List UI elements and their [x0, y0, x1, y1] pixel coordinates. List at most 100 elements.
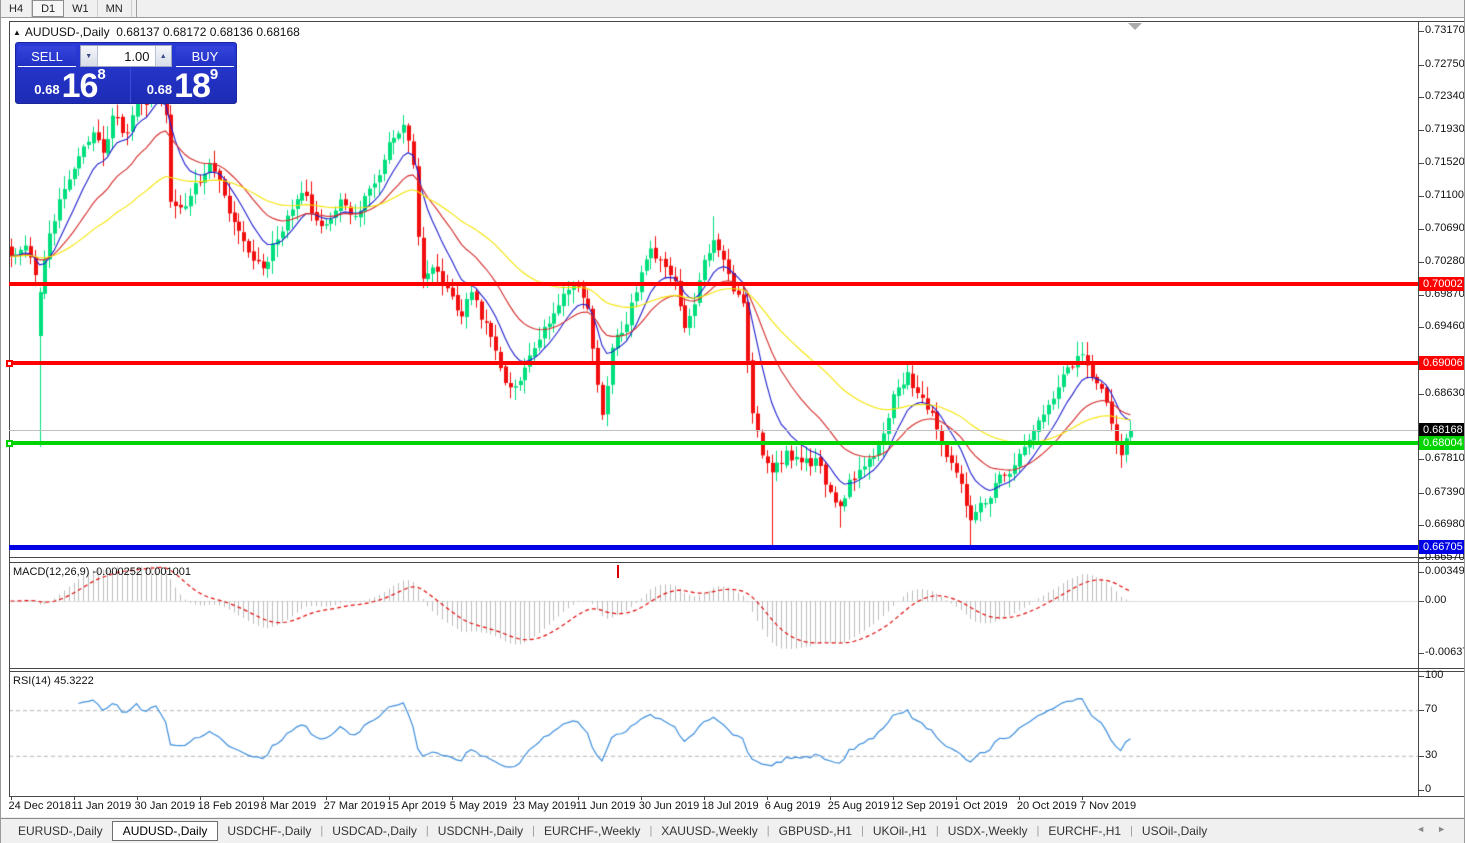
- hline-handle[interactable]: [6, 360, 13, 367]
- tab-eurusd-daily[interactable]: EURUSD-,Daily: [18, 824, 103, 838]
- tab-separator: |: [860, 825, 864, 837]
- timeframe-button-mn[interactable]: MN: [98, 0, 132, 17]
- hline-handle-dot: [8, 442, 11, 445]
- date-axis-tick: [892, 797, 894, 800]
- price-axis-label: 0.70690: [1425, 222, 1465, 235]
- price-axis-tick: [1419, 130, 1424, 131]
- tab-scroll-left-icon[interactable]: ◄: [1416, 824, 1438, 834]
- timeframe-toolbar: H4 D1 W1 MN: [1, 0, 1464, 18]
- axis-border: [9, 796, 1464, 797]
- tab-audusd-daily[interactable]: AUDUSD-,Daily: [111, 821, 219, 841]
- timeframe-buttons: H4 D1 W1 MN: [1, 0, 132, 17]
- price-chip-0-69006: 0.69006: [1419, 356, 1464, 371]
- sell-price-display[interactable]: 0.68 16 8: [18, 67, 122, 105]
- price-axis-tick: [1419, 196, 1424, 198]
- price-axis-label: 0.69460: [1425, 320, 1465, 333]
- pane-separator: [9, 668, 1464, 669]
- chart-tabs: EURUSD-,Daily AUDUSD-,Daily USDCHF-,Daily |…: [9, 821, 1216, 841]
- price-chip-0-68168: 0.68168: [1419, 423, 1464, 438]
- tab-usdcad-daily[interactable]: USDCAD-,Daily: [332, 824, 417, 838]
- macd-object-marker: [617, 565, 619, 578]
- macd-indicator-title: MACD(12,26,9) -0.000252 0.001001: [13, 566, 191, 578]
- macd-axis-label: 0.00349: [1425, 565, 1465, 578]
- sell-button[interactable]: SELL: [18, 46, 76, 67]
- date-axis-label: 23 May 2019: [512, 800, 577, 812]
- rsi-canvas[interactable]: [9, 673, 1418, 796]
- price-chart-canvas[interactable]: [9, 22, 1418, 557]
- price-axis-label: 0.72340: [1425, 90, 1465, 103]
- toolbar-separator: [135, 0, 137, 17]
- date-axis-label: 6 Aug 2019: [764, 800, 821, 812]
- macd-axis-tick: [1419, 572, 1424, 574]
- timeframe-button-w1[interactable]: W1: [64, 0, 98, 17]
- tab-scroll-right-icon[interactable]: ►: [1437, 824, 1458, 834]
- date-axis-label: 20 Oct 2019: [1016, 800, 1077, 812]
- tab-xauusd-weekly[interactable]: XAUUSD-,Weekly: [661, 824, 758, 838]
- buy-button[interactable]: BUY: [176, 46, 234, 67]
- hline-0-69006[interactable]: [9, 361, 1418, 365]
- date-axis-tick: [577, 797, 579, 800]
- buy-price-display[interactable]: 0.68 18 9: [130, 67, 234, 105]
- date-axis-label: 30 Jan 2019: [134, 800, 196, 812]
- volume-control: ▼ ▲: [80, 45, 172, 67]
- plot-right-border: [1418, 21, 1419, 797]
- timeframe-button-h4[interactable]: H4: [1, 0, 33, 17]
- macd-canvas[interactable]: [9, 564, 1418, 668]
- macd-axis-tick: [1419, 653, 1424, 655]
- date-axis-label: 30 Jun 2019: [638, 800, 700, 812]
- date-axis-tick: [451, 797, 453, 800]
- hline-0-70002[interactable]: [9, 282, 1418, 286]
- price-axis-label: 0.72750: [1425, 57, 1465, 70]
- rsi-axis-label: 0: [1425, 783, 1432, 795]
- timeframe-button-d1[interactable]: D1: [32, 0, 65, 17]
- pane-separator: [9, 557, 1464, 558]
- date-axis-label: 8 Mar 2019: [260, 800, 317, 812]
- tab-separator: |: [425, 825, 429, 837]
- tab-eurchf-weekly[interactable]: EURCHF-,Weekly: [543, 824, 641, 838]
- tab-separator: |: [935, 825, 939, 837]
- tab-usdchf-daily[interactable]: USDCHF-,Daily: [227, 824, 312, 838]
- buy-price-big: 18: [174, 67, 211, 105]
- price-axis-tick: [1419, 294, 1424, 296]
- date-axis-label: 24 Dec 2018: [8, 800, 71, 812]
- hline-0-68004[interactable]: [9, 441, 1418, 445]
- tab-separator: |: [649, 825, 653, 837]
- price-axis-tick: [1419, 327, 1424, 329]
- price-axis-tick: [1419, 558, 1424, 559]
- hline-0-66705[interactable]: [9, 545, 1418, 550]
- tab-eurchf-h1[interactable]: EURCHF-,H1: [1048, 824, 1122, 838]
- tab-separator: |: [1130, 825, 1133, 837]
- volume-decrease-button[interactable]: ▼: [81, 46, 98, 66]
- tab-usoil-daily[interactable]: USOil-,Daily: [1141, 824, 1208, 838]
- tab-usdcnh-daily[interactable]: USDCNH-,Daily: [437, 824, 524, 838]
- date-axis-label: 18 Jul 2019: [701, 800, 759, 812]
- symbol-name: AUDUSD-,Daily: [24, 25, 110, 39]
- symbol-marker-icon: ▲: [13, 28, 21, 37]
- date-axis-tick: [136, 797, 138, 800]
- tab-gbpusd-h1[interactable]: GBPUSD-,H1: [778, 824, 852, 838]
- sell-price-big: 16: [61, 67, 99, 105]
- date-axis-label: 12 Sep 2019: [890, 800, 954, 812]
- date-axis-label: 18 Feb 2019: [197, 800, 260, 812]
- volume-input[interactable]: [97, 46, 155, 66]
- ohlc-values: 0.68137 0.68172 0.68136 0.68168: [116, 25, 300, 39]
- rsi-axis-tick: [1419, 710, 1424, 712]
- hline-handle-dot: [8, 362, 11, 365]
- rsi-axis-tick: [1419, 676, 1424, 677]
- price-axis-label: 0.71520: [1425, 155, 1465, 168]
- sell-price-small: 0.68: [34, 82, 60, 97]
- tab-separator: |: [320, 825, 324, 837]
- volume-increase-button[interactable]: ▲: [154, 46, 171, 66]
- rsi-axis-label: 30: [1425, 748, 1438, 761]
- tab-ukoil-h1[interactable]: UKOil-,H1: [872, 824, 927, 838]
- tab-usdx-weekly[interactable]: USDX-,Weekly: [947, 824, 1028, 838]
- chart-window[interactable]: ▲ AUDUSD-,Daily 0.68137 0.68172 0.68136 0…: [1, 18, 1465, 817]
- macd-axis-label: 0.00: [1425, 594, 1447, 606]
- price-axis-tick: [1419, 458, 1424, 460]
- price-chip-0-68004: 0.68004: [1419, 436, 1464, 451]
- hline-handle[interactable]: [6, 440, 13, 447]
- date-axis-tick: [640, 797, 642, 800]
- tab-scroll-arrows[interactable]: ◄►: [1416, 824, 1458, 834]
